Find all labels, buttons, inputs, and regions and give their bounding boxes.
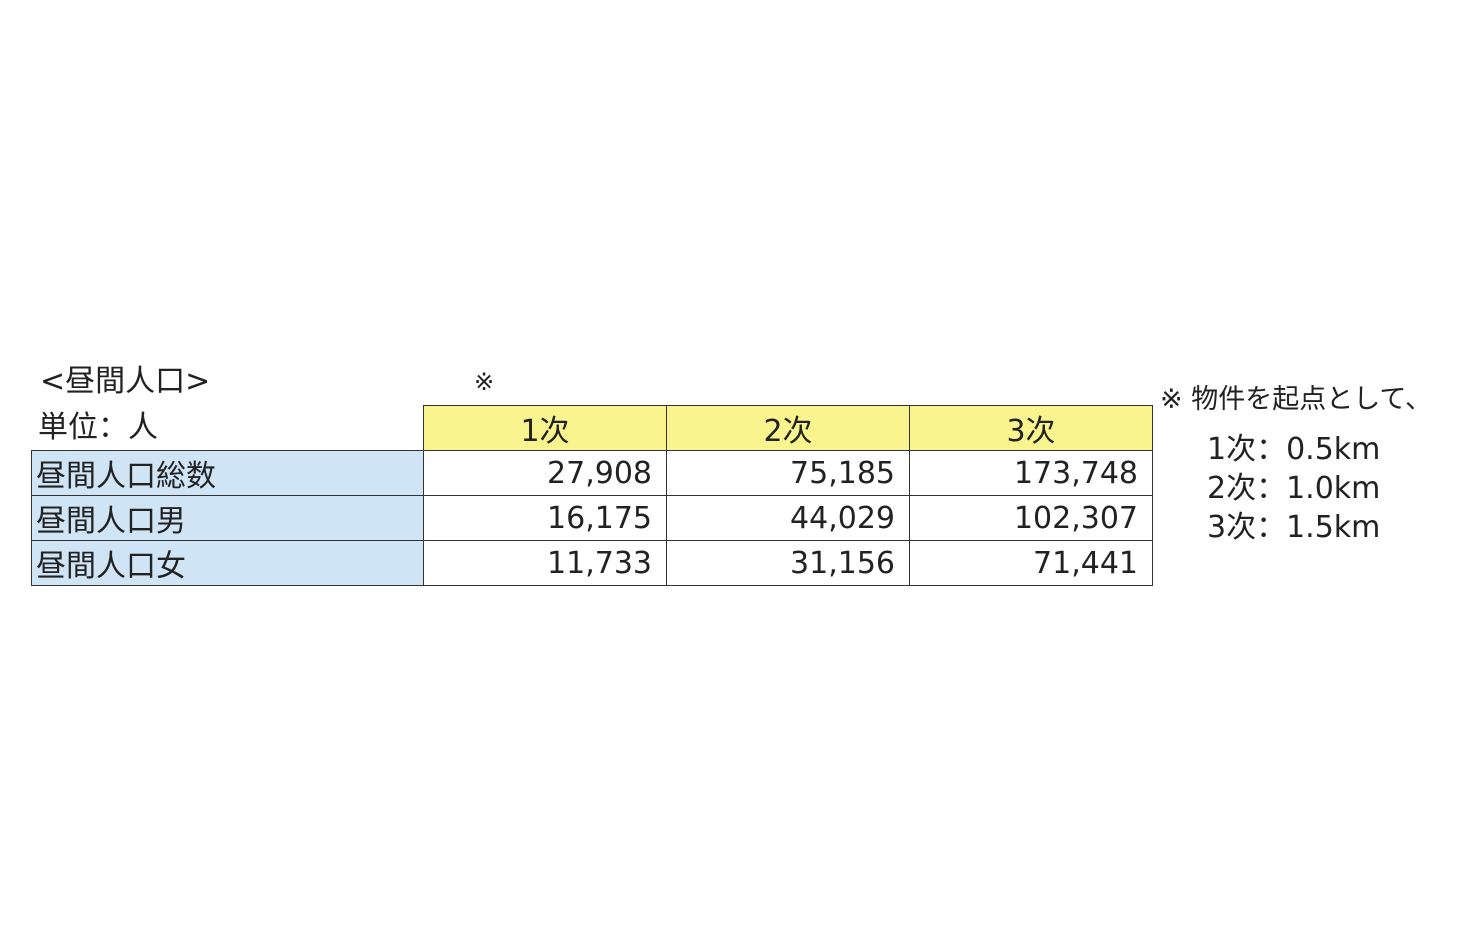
- value-cell: 71,441: [909, 540, 1153, 586]
- value-cell: 11,733: [423, 540, 667, 586]
- value-cell: 75,185: [666, 450, 910, 496]
- value-cell: 102,307: [909, 495, 1153, 541]
- header-cell: 2次: [666, 405, 910, 451]
- data-row: 昼間人口総数 27,908 75,185 173,748: [31, 450, 1153, 496]
- data-row: 昼間人口男 16,175 44,029 102,307: [31, 495, 1153, 541]
- header-row: 1次 2次 3次: [32, 405, 1153, 451]
- header-cell: 3次: [909, 405, 1153, 451]
- note-line: 2次：1.0km: [1207, 471, 1381, 506]
- title: <昼間人口>: [40, 364, 211, 399]
- note-line: 1次：0.5km: [1207, 432, 1381, 467]
- population-table: 1次 2次 3次 昼間人口総数 27,908 75,185 173,748 昼間人口男 16,1…: [31, 405, 1153, 586]
- note-line: 3次：1.5km: [1207, 510, 1381, 545]
- blank-cell: [32, 406, 424, 451]
- value-cell: 31,156: [666, 540, 910, 586]
- value-cell: 44,029: [666, 495, 910, 541]
- row-label: 昼間人口総数: [31, 450, 424, 496]
- data-row: 昼間人口女 11,733 31,156 71,441: [31, 540, 1153, 586]
- row-label: 昼間人口女: [31, 540, 424, 586]
- table-body: 1次 2次 3次 昼間人口総数 27,908 75,185 173,748 昼間人口男 16,1…: [31, 405, 1153, 586]
- value-cell: 16,175: [423, 495, 667, 541]
- header-cell: 1次: [423, 405, 667, 451]
- value-cell: 27,908: [423, 450, 667, 496]
- note-heading: ※ 物件を起点として、: [1160, 384, 1433, 415]
- unit: 単位：人: [38, 410, 158, 445]
- mark: ※: [474, 368, 495, 396]
- row-label: 昼間人口男: [31, 495, 424, 541]
- value-cell: 173,748: [909, 450, 1153, 496]
